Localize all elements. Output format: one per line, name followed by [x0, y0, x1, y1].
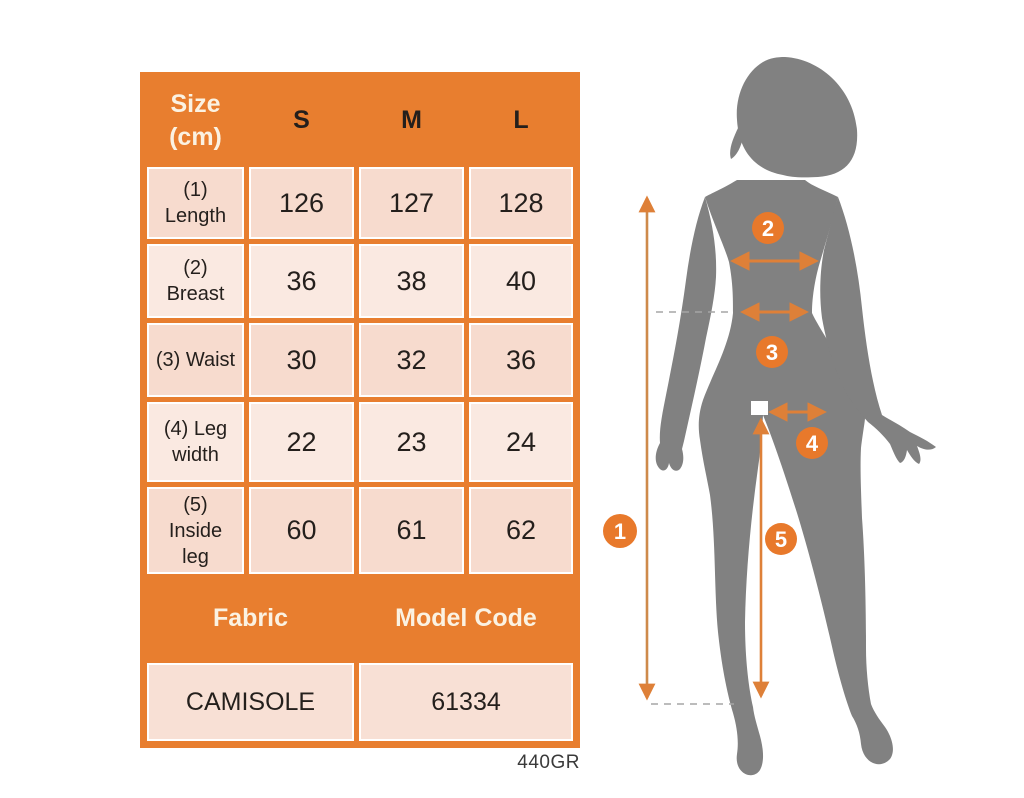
- inside-leg-value-l: 62: [469, 487, 573, 574]
- fabric-header: Fabric: [147, 579, 354, 658]
- silhouette-torso-legs: [698, 180, 893, 776]
- svg-text:3: 3: [766, 340, 778, 365]
- row-label-breast: (2) Breast: [147, 244, 244, 318]
- leg-width-value-m: 23: [359, 402, 464, 482]
- breast-value-m: 38: [359, 244, 464, 318]
- crotch-notch: [751, 401, 768, 415]
- breast-value-l: 40: [469, 244, 573, 318]
- silhouette-left-arm: [655, 197, 717, 471]
- row-label-inside-leg: (5) Inside leg: [147, 487, 244, 574]
- measure-badge-2: 2: [752, 212, 784, 244]
- svg-text:1: 1: [614, 519, 626, 544]
- inside-leg-value-m: 61: [359, 487, 464, 574]
- row-label-length: (1) Length: [147, 167, 244, 239]
- leg-width-value-l: 24: [469, 402, 573, 482]
- silhouette-head: [736, 57, 858, 178]
- size-unit-header: Size (cm): [147, 79, 244, 162]
- length-value-l: 128: [469, 167, 573, 239]
- size-col-header-m: M: [359, 79, 464, 162]
- svg-text:5: 5: [775, 527, 787, 552]
- size-col-header-s: S: [249, 79, 354, 162]
- breast-value-s: 36: [249, 244, 354, 318]
- measure-badge-5: 5: [765, 523, 797, 555]
- svg-text:4: 4: [806, 431, 819, 456]
- female-silhouette: [655, 57, 936, 776]
- waist-value-s: 30: [249, 323, 354, 397]
- size-chart-table: Size (cm) S M L (1) Length 126 127 128 (…: [140, 72, 580, 748]
- leg-width-value-s: 22: [249, 402, 354, 482]
- measure-badge-4: 4: [796, 427, 828, 459]
- measure-badge-1: 1: [603, 514, 637, 548]
- row-label-waist: (3) Waist: [147, 323, 244, 397]
- model-code-header: Model Code: [359, 579, 573, 658]
- waist-value-m: 32: [359, 323, 464, 397]
- fabric-value: CAMISOLE: [147, 663, 354, 741]
- size-col-header-l: L: [469, 79, 573, 162]
- length-value-s: 126: [249, 167, 354, 239]
- model-code-value: 61334: [359, 663, 573, 741]
- silhouette-hair-flick: [730, 124, 744, 159]
- svg-text:2: 2: [762, 216, 774, 241]
- weight-footnote: 440GR: [517, 752, 580, 773]
- length-value-m: 127: [359, 167, 464, 239]
- waist-value-l: 36: [469, 323, 573, 397]
- row-label-leg-width: (4) Leg width: [147, 402, 244, 482]
- inside-leg-value-s: 60: [249, 487, 354, 574]
- silhouette-right-arm: [820, 197, 936, 464]
- measure-badge-3: 3: [756, 336, 788, 368]
